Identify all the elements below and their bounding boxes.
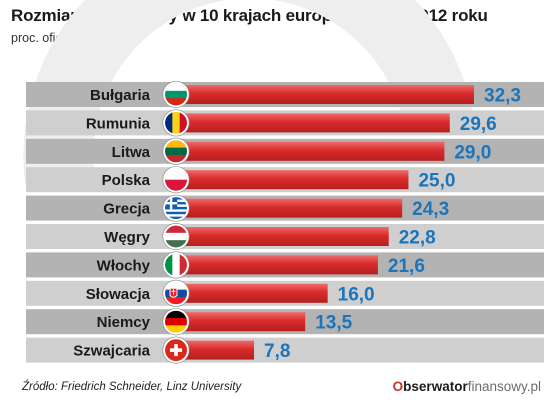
bar-niemcy (184, 312, 306, 332)
value-label-litwa: 29,0 (454, 142, 491, 163)
category-label-grecja: Grecja (103, 201, 150, 218)
romania-flag-icon (162, 109, 190, 137)
bar-slowacja (184, 283, 328, 303)
bar-bulgaria (184, 85, 474, 104)
value-label-wegry: 22,8 (399, 228, 436, 249)
hungary-flag-icon (162, 223, 190, 251)
bar-polska (184, 170, 409, 190)
value-label-szwajcaria: 7,8 (264, 341, 290, 362)
bar-rumunia (184, 113, 450, 133)
brand-logo-rest: finansowy.pl (467, 379, 541, 394)
value-label-bulgaria: 32,3 (484, 86, 521, 107)
brand-logo-bold: bserwator (403, 379, 468, 394)
lithuania-flag-icon (162, 137, 190, 165)
value-label-niemcy: 13,5 (315, 313, 352, 334)
category-label-wlochy: Włochy (97, 257, 151, 274)
bar-szwajcaria (184, 340, 255, 360)
category-label-litwa: Litwa (112, 144, 151, 161)
category-label-slowacja: Słowacja (86, 286, 151, 303)
category-label-polska: Polska (102, 172, 151, 189)
value-label-rumunia: 29,6 (460, 114, 497, 135)
category-label-bulgaria: Bułgaria (90, 87, 151, 104)
value-label-polska: 25,0 (418, 171, 455, 192)
category-label-niemcy: Niemcy (97, 314, 151, 331)
source-note: Źródło: Friedrich Schneider, Linz Univer… (22, 381, 242, 393)
switzerland-flag-icon (162, 336, 190, 364)
brand-logo-o: O (392, 379, 404, 394)
brand-logo: Obserwatorfinansowy.pl (393, 379, 541, 394)
category-label-szwajcaria: Szwajcaria (73, 343, 150, 360)
category-label-wegry: Węgry (104, 229, 151, 246)
slovakia-flag-icon (162, 279, 190, 307)
value-label-wlochy: 21,6 (388, 256, 425, 277)
greece-flag-icon (162, 194, 190, 222)
value-label-slowacja: 16,0 (338, 284, 375, 305)
value-label-grecja: 24,3 (412, 199, 449, 220)
bar-litwa (184, 141, 445, 161)
row-band-szwajcaria (26, 337, 544, 363)
italy-flag-icon (162, 251, 190, 279)
poland-flag-icon (162, 166, 190, 194)
germany-flag-icon (162, 308, 190, 336)
bulgaria-flag-icon (162, 81, 190, 109)
bar-grecja (184, 198, 403, 218)
bar-wlochy (184, 255, 378, 275)
bar-wegry (184, 227, 389, 246)
category-label-rumunia: Rumunia (86, 115, 151, 132)
